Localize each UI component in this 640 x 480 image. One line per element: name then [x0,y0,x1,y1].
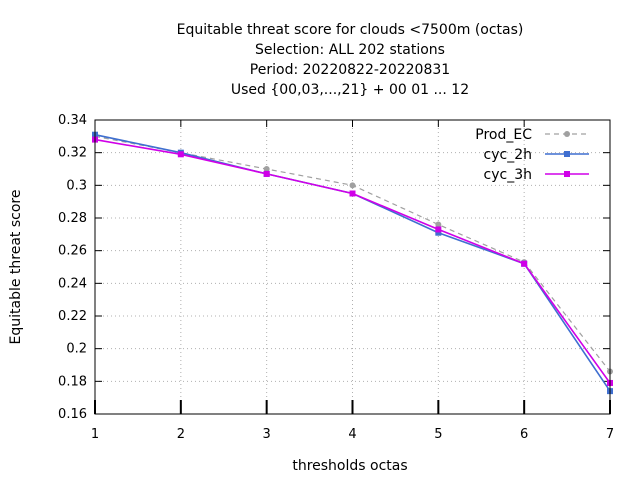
legend-marker [564,131,570,137]
series-prod-ec [92,133,613,375]
legend-label: Prod_EC [475,127,532,143]
y-tick-label: 0.16 [58,407,87,422]
x-axis-label: thresholds octas [292,458,407,474]
grid [95,120,610,414]
title-line-2: Selection: ALL 202 stations [255,42,445,58]
y-tick-label: 0.26 [58,244,87,259]
y-tick-label: 0.24 [58,276,87,291]
data-point-cyc-3h [521,260,528,267]
y-tick-label: 0.22 [58,309,87,324]
x-tick-label: 5 [434,427,442,442]
series-layer [92,131,613,395]
y-tick-label: 0.34 [58,113,87,128]
title-line-3: Period: 20220822-20220831 [250,62,450,78]
data-point-cyc-3h [177,151,184,158]
axis-ticks: 0.16 0.18 0.2 0.22 0.24 0.26 0.28 0.3 0.32 0.34 1 2… [58,113,614,442]
legend-marker [564,171,570,177]
legend-label: cyc_2h [484,147,532,163]
x-tick-label: 2 [177,427,185,442]
data-point-prod-ec [263,166,270,172]
legend-marker [564,151,570,157]
legend-item-cyc-2h: cyc_2h [484,147,589,163]
data-point-prod-ec [435,221,442,228]
y-axis-label: Equitable threat score [8,190,24,345]
legend-item-prod-ec: Prod_EC [475,127,589,143]
x-tick-label: 1 [91,427,99,442]
y-tick-label: 0.28 [58,211,87,226]
data-point-cyc-3h [263,170,270,177]
y-tick-label: 0.18 [58,374,87,389]
title-line-1: Equitable threat score for clouds <7500m… [177,22,524,38]
x-tick-label: 6 [520,427,528,442]
x-tick-label: 7 [606,427,614,442]
data-point-cyc-3h [435,226,442,233]
legend-label: cyc_3h [484,167,532,183]
x-tick-label: 4 [348,427,356,442]
y-tick-label: 0.3 [66,178,87,193]
data-point-cyc-3h [349,190,356,197]
x-tick-label: 3 [263,427,271,442]
chart-title: Equitable threat score for clouds <7500m… [177,22,524,98]
legend: Prod_EC cyc_2h cyc_3h [475,127,589,183]
plot-frame [94,119,611,415]
legend-item-cyc-3h: cyc_3h [484,167,589,183]
data-point-cyc-2h [435,229,442,236]
title-line-4: Used {00,03,...,21} + 00 01 ... 12 [231,82,469,98]
series-cyc-2h [92,131,613,395]
y-tick-label: 0.32 [58,146,87,161]
data-point-prod-ec [349,182,356,189]
y-tick-label: 0.2 [66,342,87,357]
